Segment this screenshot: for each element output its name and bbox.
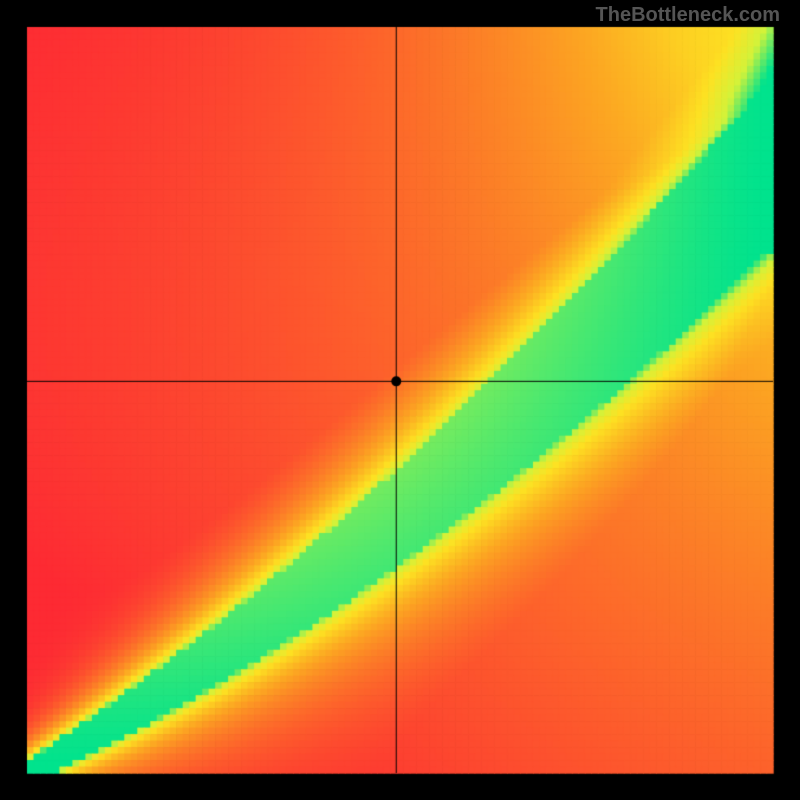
chart-container: TheBottleneck.com: [0, 0, 800, 800]
watermark-text: TheBottleneck.com: [596, 4, 780, 27]
bottleneck-heatmap: [0, 0, 800, 800]
